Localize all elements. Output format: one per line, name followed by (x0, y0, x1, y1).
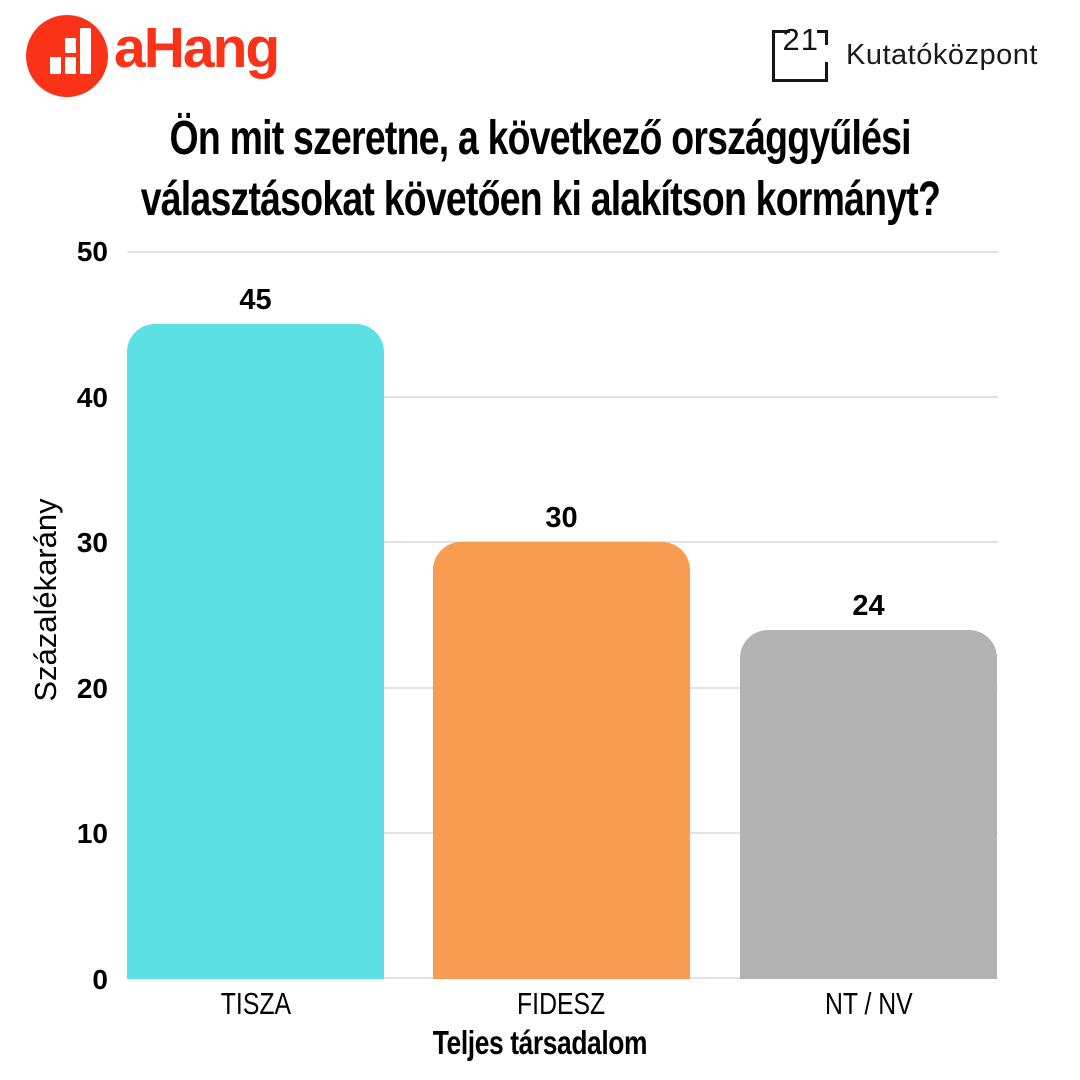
square-edge (772, 30, 790, 33)
square-edge (772, 79, 828, 82)
y-axis-title: Százalékarány (28, 498, 63, 702)
x-axis-title: Teljes társadalom (432, 1024, 648, 1061)
bar-ntnv (740, 629, 997, 979)
gridline-30 (127, 541, 998, 544)
y-tick-50: 50 (76, 236, 108, 267)
bar-fidesz (433, 542, 690, 979)
y-tick-20: 20 (76, 672, 108, 704)
kutatokozpont-logo: 21 Kutatóközpont (0, 0, 1080, 100)
ahang-logo: aHang (0, 0, 300, 110)
category-label-ntnv: NT / NV (824, 986, 913, 1021)
bar-chart-plot-area: 50 40 30 20 10 0 45 TISZA 30 FIDESZ 24 N… (77, 238, 998, 1021)
chart-title: Ön mit szeretne, a következő országgyűlé… (0, 108, 1080, 230)
bar-group-fidesz: 30 FIDESZ (433, 251, 690, 1021)
square-corner (817, 30, 828, 45)
y-tick-30: 30 (76, 527, 108, 559)
gridline-50 (127, 251, 998, 253)
value-label-tisza: 45 (239, 283, 272, 316)
title-line-2: választásokat követően ki alakítson korm… (140, 173, 940, 226)
icon-bar (80, 28, 91, 74)
bar-group-ntnv: 24 NT / NV (740, 251, 997, 1021)
logo-number: 21 (782, 22, 819, 57)
icon-bar (50, 57, 61, 74)
y-tick-0: 0 (92, 964, 108, 995)
category-label-fidesz: FIDESZ (517, 986, 606, 1021)
y-tick-10: 10 (76, 818, 108, 850)
bar-group-tisza: 45 TISZA (127, 251, 384, 1021)
square-edge (772, 30, 775, 82)
bar-tisza (127, 323, 384, 979)
category-label-tisza: TISZA (220, 986, 291, 1021)
gridline-40 (127, 395, 998, 398)
icon-bar (65, 38, 76, 53)
title-line-1: Ön mit szeretne, a következő országgyűlé… (169, 112, 911, 165)
ahang-wordmark: aHang (114, 16, 280, 80)
value-label-fidesz: 30 (545, 502, 578, 535)
ahang-barchart-icon (26, 15, 108, 97)
y-tick-40: 40 (76, 381, 108, 413)
square-edge (825, 62, 828, 82)
icon-bar (65, 57, 76, 74)
value-label-ntnv: 24 (852, 589, 885, 622)
21-square-icon: 21 (772, 22, 828, 82)
kutatokozpont-name: Kutatóközpont (846, 39, 1038, 71)
